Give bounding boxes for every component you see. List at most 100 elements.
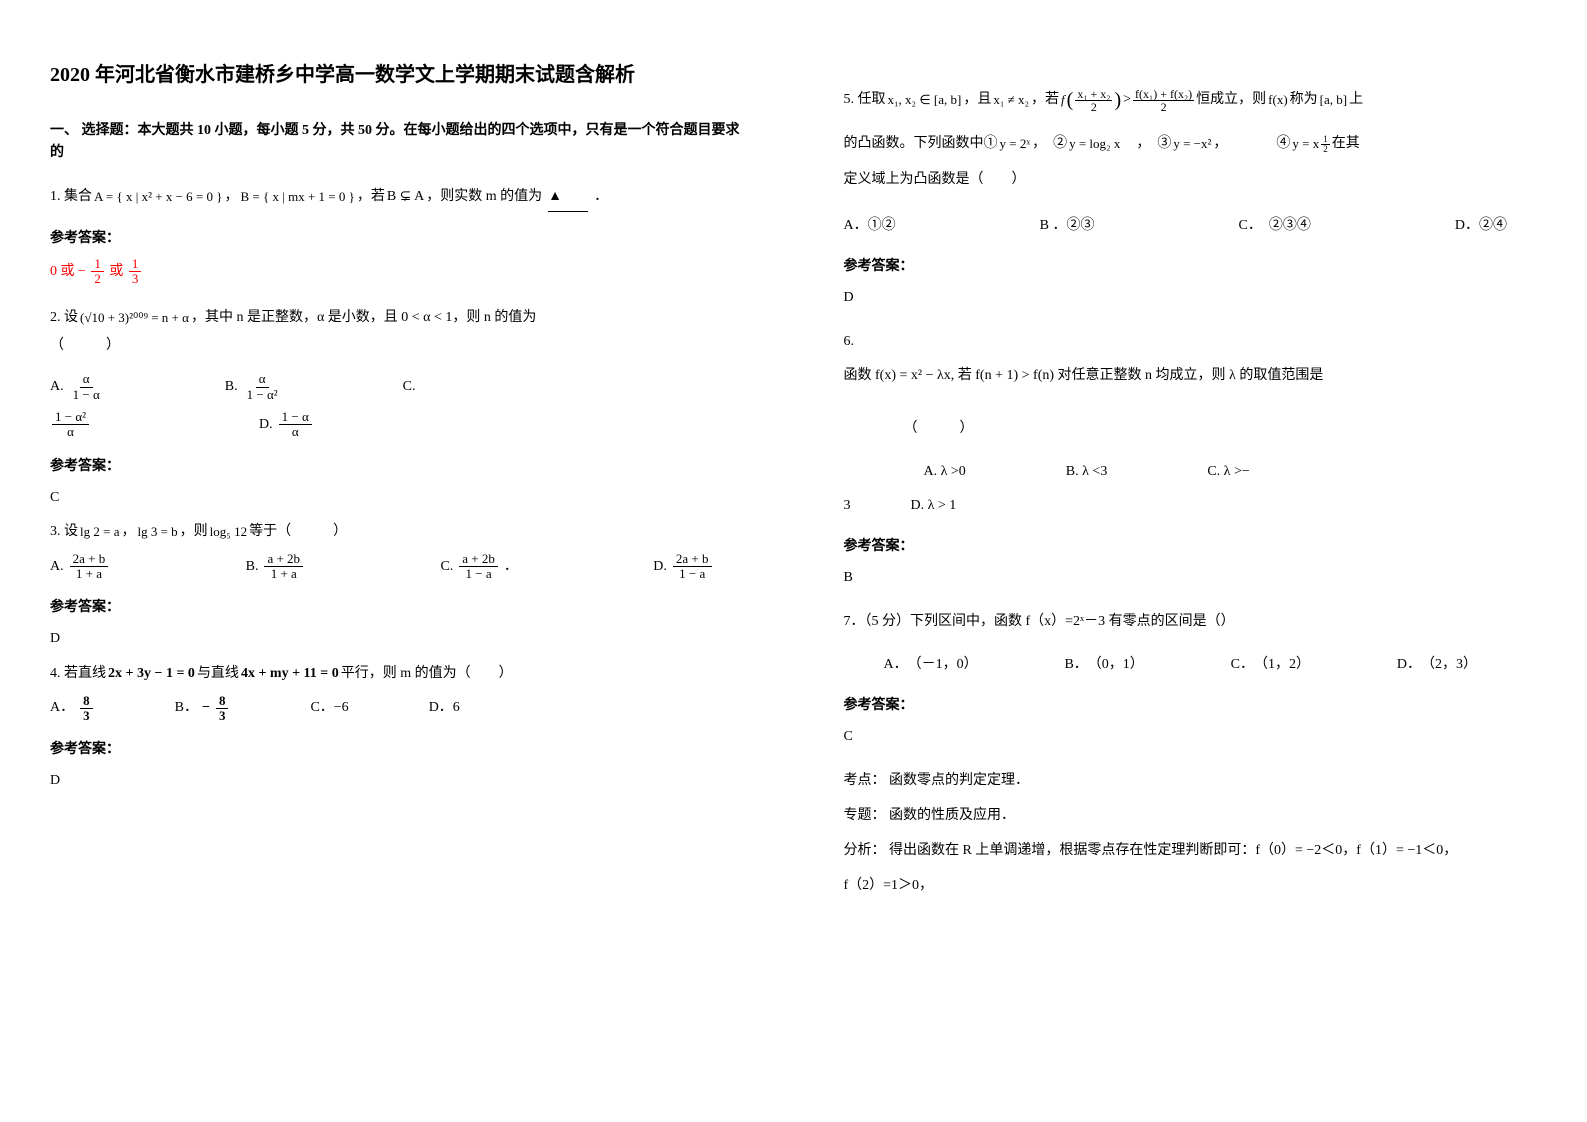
q5-sep3: ， ④ (1213, 130, 1290, 158)
q5-line3: 定义域上为凸函数是（ ） (844, 166, 1538, 194)
q3-optC-n: a + 2b (459, 552, 498, 567)
q2-optD-d: α (289, 425, 302, 439)
q3-answer: D (50, 626, 744, 651)
q1-mid1: ， (224, 183, 238, 211)
q5-optD: D．②④ (1455, 212, 1507, 240)
q2-paren: （ ） (50, 332, 744, 360)
kaodian-label: 考点： (844, 773, 886, 788)
q3-optB: B. a + 2b1 + a (246, 552, 305, 582)
q2-mid: ，其中 n 是正整数，α 是小数，且 0 < α < 1，则 n 的值为 (191, 304, 536, 332)
zhuanti-text: 函数的性质及应用． (889, 808, 1015, 823)
q5-mid4: 称为 (1290, 86, 1318, 114)
q3-e2: lg 3 = b (137, 519, 177, 545)
q3-optB-n: a + 2b (264, 552, 303, 567)
q4-prefix: 4. 若直线 (50, 660, 106, 688)
q2-optC: 1 − α²α (50, 410, 91, 440)
q7-answer: C (844, 724, 1538, 749)
q2-answer: C (50, 485, 744, 510)
q2-optA-d: 1 − α (70, 388, 103, 402)
q3-suffix: 等于（ ） (249, 518, 347, 546)
q5-optC: C． ②③④ (1239, 212, 1311, 240)
q3-e3: log₅ 12 (210, 519, 247, 545)
q2-optA: A. α1 − α (50, 372, 105, 402)
q7-optB: B． （0，1） (1064, 651, 1143, 679)
q1-setB: B = { x | mx + 1 = 0 } (240, 184, 354, 210)
q7-fenxi2: f（2）=1＞0， (844, 873, 1538, 898)
q4-optB-prefix: − (202, 694, 210, 722)
q5-sep2: ， ③ (1122, 130, 1171, 158)
q3-optA: A. 2a + b1 + a (50, 552, 110, 582)
left-column: 2020 年河北省衡水市建桥乡中学高一数学文上学期期末试题含解析 一、 选择题：… (0, 0, 794, 1122)
q3-optC-suf: ． (504, 553, 518, 581)
q3-optD-n: 2a + b (673, 552, 712, 567)
q6-optA: A. λ >0 (924, 458, 966, 486)
answer-label: 参考答案： (50, 227, 744, 247)
q7-text: 7．（5 分）下列区间中，函数 f（x）=2ˣ－3 有零点的区间是（） (844, 608, 1538, 636)
q5-f4-n: 1 (1321, 135, 1330, 145)
q5-rparen: ) (1114, 80, 1121, 120)
blank-underline: ▲ (548, 183, 588, 212)
q3-optD-d: 1 − a (676, 567, 708, 581)
q6-optD: D. λ > 1 (911, 492, 957, 520)
q2-optB-label: B. (225, 373, 238, 401)
q4-optB-label: B． (175, 694, 198, 722)
q7-fenxi: 分析： 得出函数在 R 上单调递增，根据零点存在性定理判断即可：f（0）= −2… (844, 838, 1538, 863)
q5-mid2: ，若 (1031, 86, 1059, 114)
q1-rel: B ⊊ A (387, 183, 424, 211)
q3-optB-d: 1 + a (268, 567, 300, 581)
answer-label: 参考答案： (50, 738, 744, 758)
q5-ab: [a, b] (1320, 87, 1347, 113)
q7-optA: A． （－1，0） (884, 651, 978, 679)
kaodian-text: 函数零点的判定定理． (889, 773, 1029, 788)
q7-kaodian: 考点： 函数零点的判定定理． (844, 768, 1538, 793)
q4-optC: C．−6 (310, 694, 348, 722)
q5-rhs-num: f(x₁) + f(x₂) (1133, 88, 1194, 101)
q5-lhs-num: x₁ + x₂ (1075, 88, 1112, 101)
q3-optD-label: D. (653, 553, 667, 581)
section-header: 一、 选择题：本大题共 10 小题，每小题 5 分，共 50 分。在每小题给出的… (50, 120, 744, 165)
question-1: 1. 集合 A = { x | x² + x − 6 = 0 } ， B = {… (50, 183, 744, 212)
q4-optB-n: 8 (216, 694, 229, 709)
q1-ans-prefix: 0 或 − (50, 264, 86, 279)
q5-line2b: 在其 (1332, 130, 1360, 158)
question-5: 5. 任取 x₁, x₂ ∈ [a, b] ，且 x₁ ≠ x₂ ，若 f ( … (844, 80, 1538, 240)
q5-sep1: ， ② (1032, 130, 1067, 158)
q3-prefix: 3. 设 (50, 518, 78, 546)
q2-optD: D. 1 − αα (259, 410, 314, 440)
q6-text: 函数 f(x) = x² − λx, 若 f(n + 1) > f(n) 对任意… (844, 362, 1538, 390)
question-4: 4. 若直线 2x + 3y − 1 = 0 与直线 4x + my + 11 … (50, 660, 744, 724)
q5-f4-d: 2 (1321, 145, 1330, 154)
q2-optA-n: α (80, 372, 93, 387)
zhuanti-label: 专题： (844, 808, 886, 823)
q1-f2n: 1 (129, 257, 142, 272)
answer-label: 参考答案： (844, 535, 1538, 555)
fenxi-label: 分析： (844, 843, 886, 858)
q3-optB-label: B. (246, 553, 259, 581)
q5-mid3: 恒成立，则 (1196, 86, 1266, 114)
q1-answer: 0 或 − 12 或 13 (50, 257, 744, 287)
exam-title: 2020 年河北省衡水市建桥乡中学高一数学文上学期期末试题含解析 (50, 60, 744, 90)
q2-optC-d: α (64, 425, 77, 439)
q1-period: ． (594, 183, 608, 211)
q2-optA-label: A. (50, 373, 64, 401)
q5-mid1: ，且 (963, 86, 991, 114)
q3-comma1: ， (121, 518, 135, 546)
answer-label: 参考答案： (50, 596, 744, 616)
q5-mid5: 上 (1349, 86, 1363, 114)
q2-optD-label: D. (259, 411, 273, 439)
fenxi-text1: 得出函数在 R 上单调递增，根据零点存在性定理判断即可：f（0）= −2＜0，f… (889, 843, 1457, 858)
q2-expr: (√10 + 3)²⁰⁰⁹ = n + α (80, 305, 189, 331)
answer-label: 参考答案： (50, 455, 744, 475)
q1-mid2: ，若 (357, 183, 385, 211)
q2-optB-d: 1 − α² (244, 388, 281, 402)
question-2: 2. 设 (√10 + 3)²⁰⁰⁹ = n + α ，其中 n 是正整数，α … (50, 304, 744, 439)
q5-answer: D (844, 285, 1538, 310)
q6-num: 6. (844, 328, 1538, 356)
q5-lhs-den: 2 (1089, 101, 1099, 113)
q5-f1: y = 2ˣ (1000, 131, 1031, 157)
q7-optC: C． （1，2） (1231, 651, 1310, 679)
q5-lhs-f: f (1061, 87, 1065, 113)
q4-l2: 4x + my + 11 = 0 (241, 660, 339, 688)
q1-suffix: ，则实数 m 的值为 (426, 183, 542, 211)
q3-optA-d: 1 + a (73, 567, 105, 581)
